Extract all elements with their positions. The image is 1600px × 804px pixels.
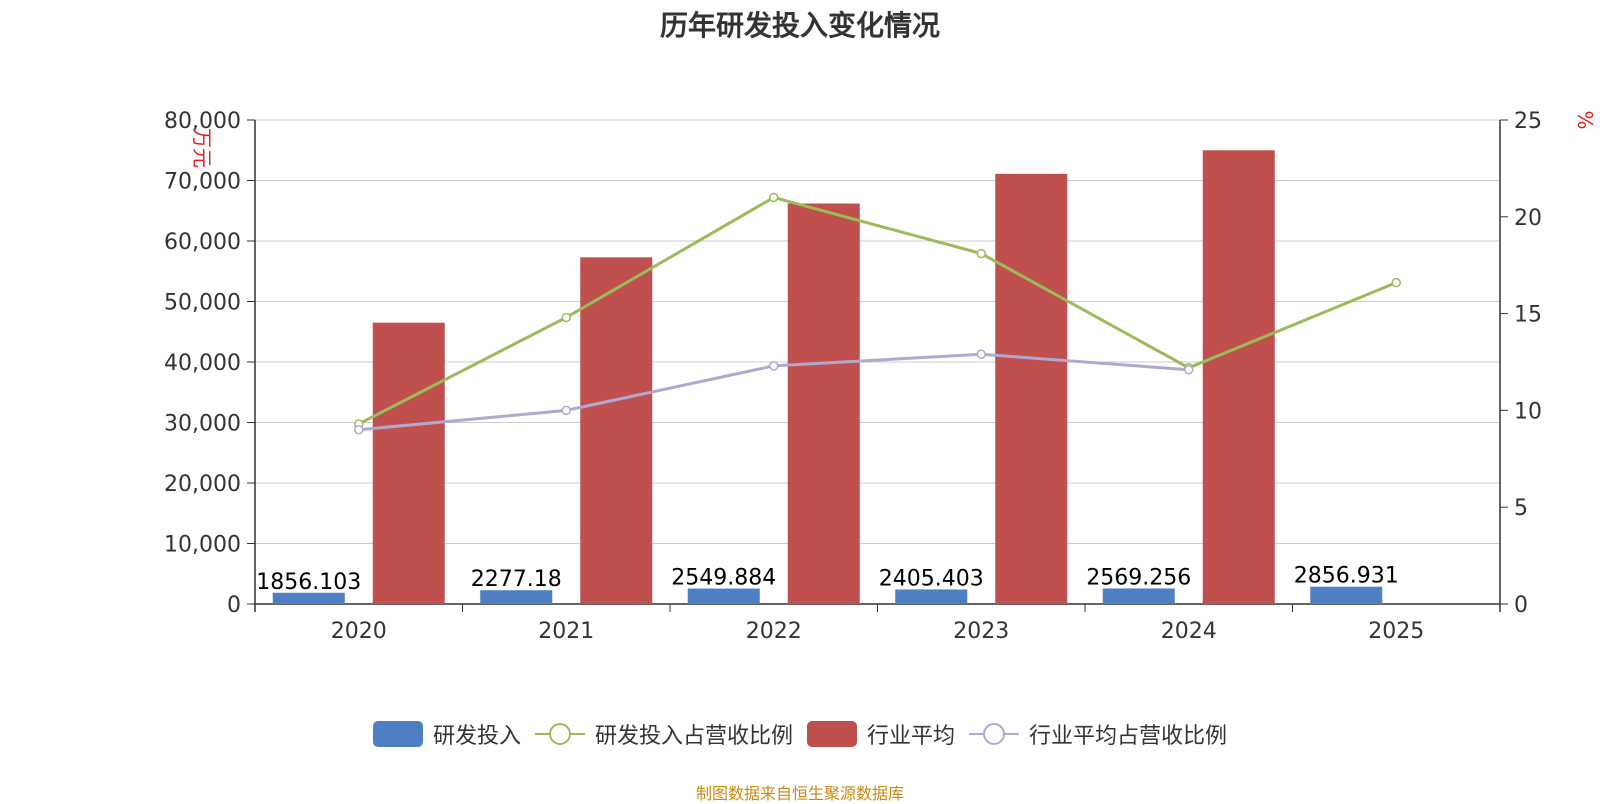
bar-industry-average [787, 203, 860, 605]
point-industry-ratio [769, 361, 779, 371]
bar-rd-investment [895, 589, 968, 604]
chart-title: 历年研发投入变化情况 [659, 9, 940, 42]
point-industry-ratio [561, 405, 571, 416]
bar-data-label: 2549.884 [671, 566, 776, 591]
point-rd-ratio [769, 192, 779, 203]
x-tick-label: 2023 [953, 619, 1009, 644]
y-right-tick-label: 10 [1514, 399, 1542, 424]
x-tick-label: 2024 [1161, 619, 1217, 644]
y-right-tick-label: 25 [1514, 109, 1542, 134]
legend-line-purple-icon [969, 723, 1020, 745]
legend-item-industry-ratio[interactable]: 行业平均占营收比例 [969, 718, 1227, 750]
bar-rd-investment [1102, 588, 1175, 604]
x-tick-label: 2022 [746, 619, 802, 644]
legend-label: 行业平均占营收比例 [1029, 724, 1228, 749]
bar-data-label: 2277.18 [471, 567, 562, 592]
y-left-tick-label: 60,000 [164, 230, 241, 255]
bar-rd-investment [480, 590, 553, 604]
legend-label: 研发投入占营收比例 [594, 724, 793, 749]
bar-industry-average [372, 322, 445, 604]
legend-bar-blue-icon [372, 721, 423, 747]
x-tick-label: 2021 [538, 619, 594, 644]
y-right-tick-label: 20 [1514, 206, 1542, 231]
point-rd-ratio [976, 248, 986, 259]
y-left-tick-label: 70,000 [164, 170, 241, 195]
chart-area: 0 10,000 20,000 30,000 40,000 50,000 60,000 70,… [164, 109, 1597, 644]
legend-item-rd-ratio[interactable]: 研发投入占营收比例 [534, 718, 793, 750]
y-left-tick-label: 80,000 [164, 109, 241, 134]
y-right-tick-label: 0 [1514, 593, 1528, 618]
bar-rd-investment [687, 588, 760, 604]
bar-industry-average [1202, 150, 1275, 604]
data-source-note: 制图数据来自恒生聚源数据库 [695, 784, 904, 803]
y-left-tick-label: 10,000 [164, 533, 241, 558]
legend-label: 研发投入 [432, 724, 521, 749]
y-left-tick-label: 0 [227, 593, 241, 618]
bar-data-label: 1856.103 [256, 570, 361, 595]
bar-rd-investment [272, 592, 345, 604]
bar-rd-investment [1310, 586, 1383, 604]
point-industry-ratio [1184, 364, 1194, 375]
legend-line-green-icon [534, 723, 585, 745]
bar-industry-average [580, 257, 653, 604]
legend-label: 行业平均 [867, 724, 956, 749]
point-industry-ratio [354, 425, 364, 435]
legend-item-rd-investment[interactable]: 研发投入 [372, 718, 521, 750]
legend-bar-red-icon [807, 721, 857, 747]
bar-data-label: 2856.931 [1294, 564, 1399, 589]
legend-item-industry-average[interactable]: 行业平均 [807, 718, 955, 750]
point-rd-ratio [1391, 277, 1401, 288]
bar-data-label: 2405.403 [879, 566, 984, 591]
y-left-tick-label: 30,000 [164, 412, 241, 437]
y-left-tick-label: 40,000 [164, 351, 241, 376]
bar-data-label: 2569.256 [1086, 565, 1191, 590]
y-right-tick-label: 15 [1514, 303, 1542, 328]
bar-industry-average [995, 173, 1068, 604]
point-industry-ratio [976, 349, 986, 360]
y-right-unit-label: % [1573, 110, 1597, 129]
y-left-unit-label: 万元 [190, 128, 214, 168]
point-rd-ratio [561, 312, 571, 323]
y-left-tick-label: 20,000 [164, 472, 241, 497]
y-left-tick-label: 50,000 [164, 291, 241, 316]
legend: 研发投入 研发投入占营收比例 行业平均 行业平均占营收比例 [0, 718, 1600, 750]
line-rd-ratio [358, 195, 1397, 426]
x-tick-label: 2025 [1368, 619, 1424, 644]
x-tick-label: 2020 [331, 619, 387, 644]
y-right-tick-label: 5 [1514, 496, 1528, 521]
